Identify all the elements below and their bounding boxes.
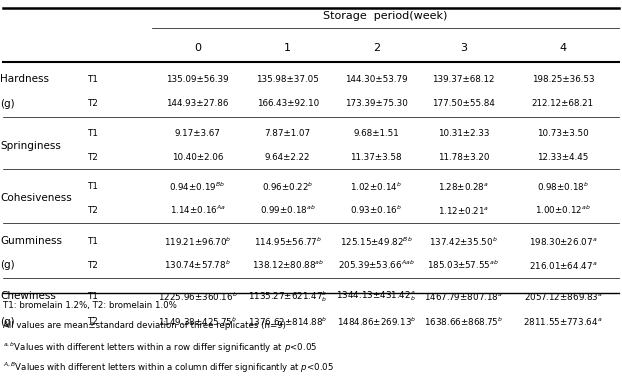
Text: 0.98±0.18$^{b}$: 0.98±0.18$^{b}$ (537, 180, 589, 193)
Text: 166.43±92.10: 166.43±92.10 (256, 99, 319, 108)
Text: 9.17±3.67: 9.17±3.67 (175, 129, 220, 138)
Text: T2: T2 (87, 317, 98, 326)
Text: 2811.55±773.64$^{a}$: 2811.55±773.64$^{a}$ (523, 316, 603, 327)
Text: 135.09±56.39: 135.09±56.39 (166, 74, 229, 84)
Text: 4: 4 (559, 43, 567, 53)
Text: Hardness: Hardness (0, 74, 49, 84)
Text: 198.30±26.07$^{a}$: 198.30±26.07$^{a}$ (529, 236, 597, 247)
Text: 135.98±37.05: 135.98±37.05 (256, 74, 319, 84)
Text: 1149.38±425.75$^{b}$: 1149.38±425.75$^{b}$ (158, 316, 237, 328)
Text: 7.87±1.07: 7.87±1.07 (264, 129, 311, 138)
Text: 0.99±0.18$^{ab}$: 0.99±0.18$^{ab}$ (260, 204, 315, 216)
Text: T2: T2 (87, 153, 98, 162)
Text: 9.68±1.51: 9.68±1.51 (353, 129, 399, 138)
Text: T1: T1 (87, 292, 98, 301)
Text: Springiness: Springiness (0, 141, 61, 151)
Text: (g): (g) (0, 260, 15, 270)
Text: 12.33±4.45: 12.33±4.45 (537, 153, 588, 162)
Text: 1135.27±621.47$^{b}_{b}$: 1135.27±621.47$^{b}_{b}$ (248, 289, 327, 304)
Text: $^{A,B}$Values with different letters within a column differ significantly at $p: $^{A,B}$Values with different letters wi… (3, 361, 334, 375)
Text: 114.95±56.77$^{b}$: 114.95±56.77$^{b}$ (254, 235, 322, 248)
Text: 1225.96±360.16$^{b}$: 1225.96±360.16$^{b}$ (157, 290, 238, 303)
Text: T1: T1 (87, 237, 98, 246)
Text: 1344.13±431.42$^{a}_{b}$: 1344.13±431.42$^{a}_{b}$ (337, 290, 416, 303)
Text: T1: T1 (87, 74, 98, 84)
Text: 1.12±0.21$^{a}$: 1.12±0.21$^{a}$ (438, 205, 489, 215)
Text: 0.96±0.22$^{b}$: 0.96±0.22$^{b}$ (262, 180, 313, 193)
Text: T1: bromelain 1.2%, T2: bromelain 1.0%: T1: bromelain 1.2%, T2: bromelain 1.0% (3, 301, 177, 310)
Text: 2: 2 (373, 43, 380, 53)
Text: 2057.12±869.83$^{a}$: 2057.12±869.83$^{a}$ (524, 291, 602, 302)
Text: 173.39±75.30: 173.39±75.30 (345, 99, 408, 108)
Text: 1.14±0.16$^{Aa}$: 1.14±0.16$^{Aa}$ (170, 204, 225, 216)
Text: 198.25±36.53: 198.25±36.53 (532, 74, 594, 84)
Text: Storage  period(week): Storage period(week) (323, 11, 448, 21)
Text: 119.21±96.70$^{b}$: 119.21±96.70$^{b}$ (164, 235, 231, 248)
Text: T2: T2 (87, 261, 98, 270)
Text: 9.64±2.22: 9.64±2.22 (265, 153, 310, 162)
Text: T1: T1 (87, 182, 98, 191)
Text: 1638.66±868.75$^{b}$: 1638.66±868.75$^{b}$ (424, 316, 503, 328)
Text: 212.12±68.21: 212.12±68.21 (532, 99, 594, 108)
Text: Chewiness: Chewiness (0, 291, 56, 301)
Text: 10.73±3.50: 10.73±3.50 (537, 129, 589, 138)
Text: 10.40±2.06: 10.40±2.06 (172, 153, 223, 162)
Text: 137.42±35.50$^{b}$: 137.42±35.50$^{b}$ (429, 235, 498, 248)
Text: 3: 3 (460, 43, 467, 53)
Text: Gumminess: Gumminess (0, 236, 62, 246)
Text: 139.37±68.12: 139.37±68.12 (432, 74, 494, 84)
Text: Cohesiveness: Cohesiveness (0, 193, 72, 203)
Text: 0.94±0.19$^{Bb}$: 0.94±0.19$^{Bb}$ (169, 180, 226, 193)
Text: 177.50±55.84: 177.50±55.84 (432, 99, 495, 108)
Text: $^{a,b}$Values with different letters within a row differ significantly at $p$<0: $^{a,b}$Values with different letters wi… (3, 341, 317, 355)
Text: 11.37±3.58: 11.37±3.58 (351, 153, 402, 162)
Text: 216.01±64.47$^{a}$: 216.01±64.47$^{a}$ (529, 260, 597, 270)
Text: 0: 0 (194, 43, 201, 53)
Text: 1376.62±814.88$^{b}$: 1376.62±814.88$^{b}$ (248, 316, 327, 328)
Text: 1.00±0.12$^{ab}$: 1.00±0.12$^{ab}$ (535, 204, 591, 216)
Text: 125.15±49.82$^{Bb}$: 125.15±49.82$^{Bb}$ (340, 235, 412, 248)
Text: 144.30±53.79: 144.30±53.79 (345, 74, 407, 84)
Text: (g): (g) (0, 317, 15, 327)
Text: 185.03±57.55$^{ab}$: 185.03±57.55$^{ab}$ (427, 259, 499, 271)
Text: 205.39±53.66$^{Aab}$: 205.39±53.66$^{Aab}$ (338, 259, 415, 271)
Text: T2: T2 (87, 206, 98, 215)
Text: 10.31±2.33: 10.31±2.33 (438, 129, 489, 138)
Text: T1: T1 (87, 129, 98, 138)
Text: 130.74±57.78$^{b}$: 130.74±57.78$^{b}$ (164, 259, 231, 271)
Text: All values are mean±standard deviation of three replicates (n=9): All values are mean±standard deviation o… (3, 321, 286, 330)
Text: 1.28±0.28$^{a}$: 1.28±0.28$^{a}$ (438, 181, 489, 192)
Text: 1: 1 (284, 43, 291, 53)
Text: T2: T2 (87, 99, 98, 108)
Text: 1484.86±269.13$^{b}$: 1484.86±269.13$^{b}$ (337, 316, 416, 328)
Text: 1.02±0.14$^{b}$: 1.02±0.14$^{b}$ (350, 180, 402, 193)
Text: 0.93±0.16$^{b}$: 0.93±0.16$^{b}$ (350, 204, 402, 216)
Text: 11.78±3.20: 11.78±3.20 (438, 153, 489, 162)
Text: 138.12±80.88$^{ab}$: 138.12±80.88$^{ab}$ (251, 259, 324, 271)
Text: 1467.79±807.18$^{a}$: 1467.79±807.18$^{a}$ (424, 291, 503, 302)
Text: 144.93±27.86: 144.93±27.86 (166, 99, 229, 108)
Text: (g): (g) (0, 99, 15, 109)
